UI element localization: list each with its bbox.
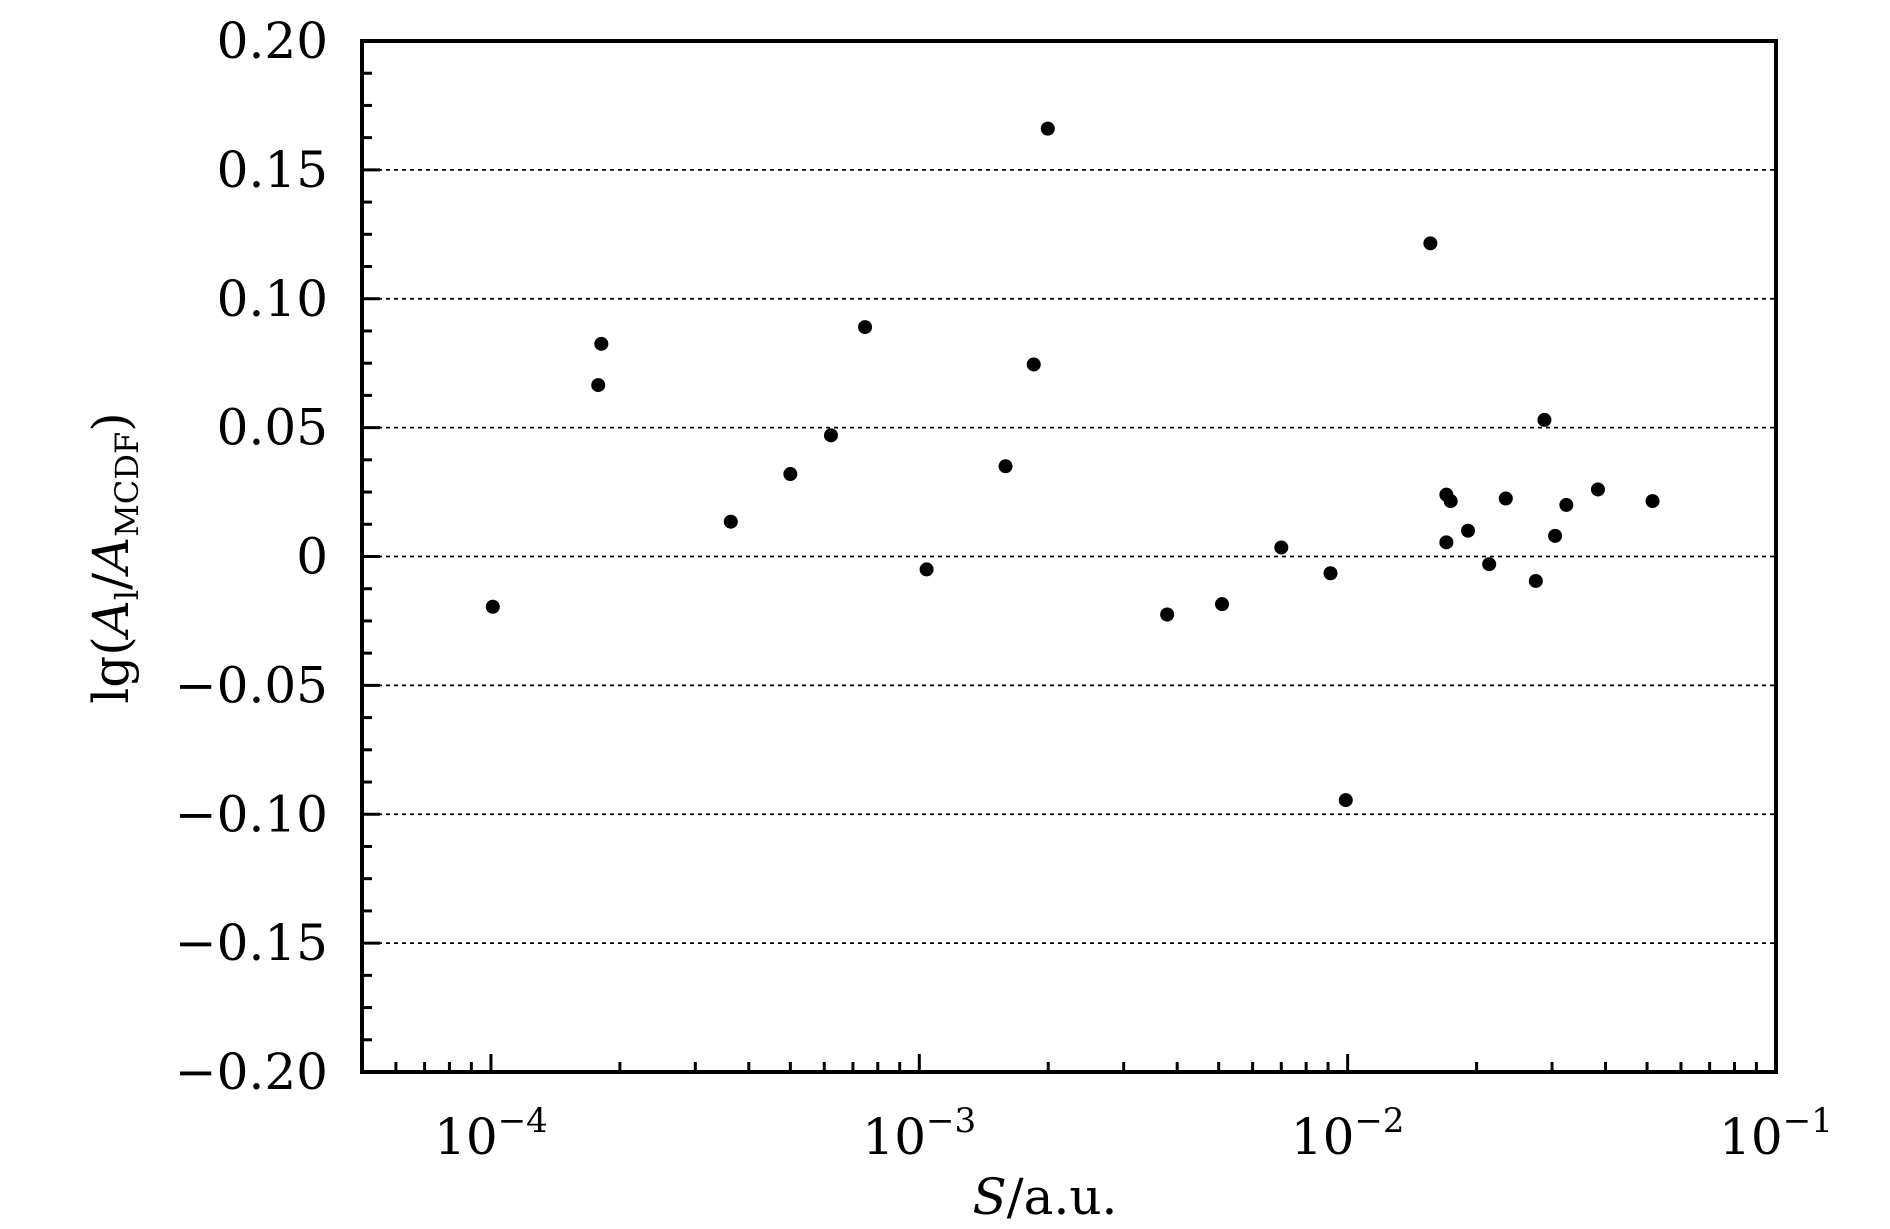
x-tick-label: 10−4 (434, 1101, 548, 1166)
y-tick-label: 0.05 (217, 399, 328, 457)
y-axis-title-sub2: MCDF (108, 432, 146, 537)
y-axis-title-prefix: lg( (82, 636, 140, 704)
y-axis-title-suffix: ) (82, 412, 140, 432)
x-tick-label: 10−3 (862, 1101, 976, 1166)
y-axis-title-a1: A (82, 600, 140, 640)
x-axis-unit: /a.u. (1007, 1168, 1118, 1226)
y-axis-title-slash: / (82, 573, 140, 590)
data-point (783, 467, 798, 482)
grid-lines (362, 168, 1776, 945)
data-point (1040, 121, 1055, 136)
x-axis-title: S/a.u. (973, 1168, 1118, 1226)
y-tick-label: 0.20 (217, 12, 328, 70)
data-point (1160, 607, 1175, 622)
y-tick-label: 0.15 (217, 141, 328, 199)
data-point (919, 562, 934, 577)
y-axis-title-a2: A (82, 537, 140, 577)
y-tick-label: −0.10 (175, 785, 328, 843)
data-point (1026, 357, 1041, 372)
y-tick-label: −0.05 (175, 656, 328, 714)
data-point (1482, 557, 1497, 572)
data-point (1645, 494, 1660, 509)
x-tick-label: 10−2 (1291, 1101, 1405, 1166)
data-point (485, 599, 500, 614)
data-point (998, 459, 1013, 474)
y-tick-label: −0.15 (175, 914, 328, 972)
y-axis-title-sub1: l (108, 590, 146, 600)
data-points (485, 121, 1660, 808)
data-point (1537, 412, 1552, 427)
data-point (1215, 597, 1230, 612)
data-point (591, 378, 606, 393)
data-point (823, 428, 838, 443)
y-tick-label: −0.20 (175, 1043, 328, 1101)
data-point (594, 336, 609, 351)
data-point (858, 320, 873, 335)
x-axis-ticks (360, 1054, 1778, 1072)
data-point (1590, 482, 1605, 497)
x-tick-labels: 10−4 10−3 10−2 10−1 (434, 1101, 1833, 1166)
data-point (1559, 497, 1574, 512)
data-point (1323, 566, 1338, 581)
data-point (1338, 793, 1353, 808)
data-point (1423, 236, 1438, 251)
x-axis-variable: S (973, 1168, 1007, 1226)
y-axis-ticks (362, 39, 380, 1074)
data-point (1548, 528, 1563, 543)
data-point (1498, 491, 1513, 506)
data-point (1439, 535, 1454, 550)
y-tick-label: 0 (296, 528, 328, 586)
y-tick-label: 0.10 (217, 270, 328, 328)
y-axis-title: lg(Al/AMCDF) (82, 412, 146, 703)
data-point (723, 514, 738, 529)
data-point (1274, 540, 1289, 555)
x-tick-label: 10−1 (1719, 1101, 1833, 1166)
data-point (1528, 573, 1543, 588)
y-tick-labels: 0.20 0.15 0.10 0.05 0 −0.05 −0.10 −0.15 −0.20 (175, 12, 328, 1101)
data-point (1461, 523, 1476, 538)
data-point (1443, 494, 1458, 509)
